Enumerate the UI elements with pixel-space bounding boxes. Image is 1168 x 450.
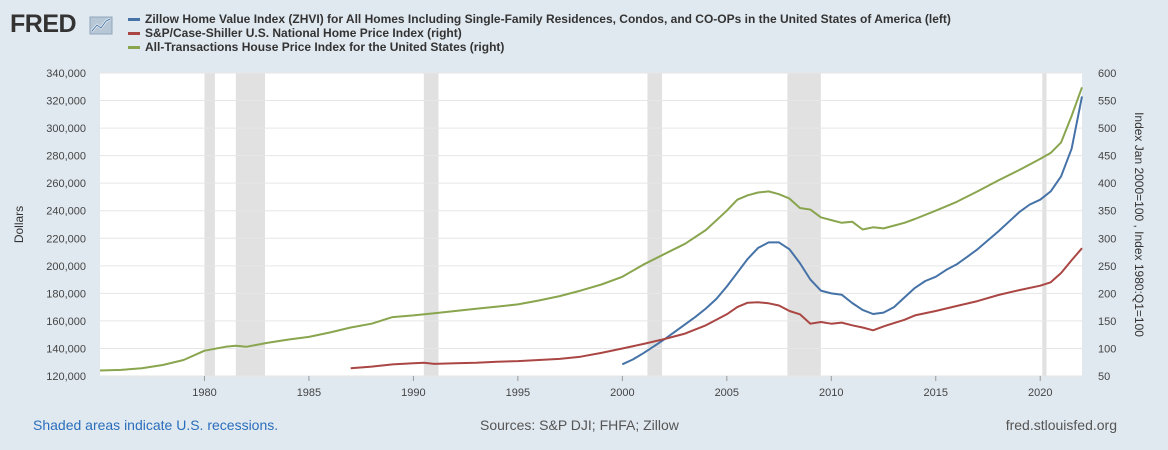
legend-swatch-zillow [128,18,140,21]
recession-band [787,73,821,376]
x-tick-label: 1980 [192,387,216,399]
y-right-tick-label: 500 [1098,123,1116,135]
legend-label-case-shiller: S&P/Case-Shiller U.S. National Home Pric… [145,26,462,40]
site-url[interactable]: fred.stlouisfed.org [1005,417,1117,433]
legend-swatch-fhfa [128,46,140,49]
legend-item-zillow[interactable]: Zillow Home Value Index (ZHVI) for All H… [128,12,951,26]
legend-item-case-shiller[interactable]: S&P/Case-Shiller U.S. National Home Pric… [128,26,951,40]
recession-note-link[interactable]: Shaded areas indicate U.S. recessions. [33,417,279,433]
fred-logo-text: FRED [10,10,76,38]
fred-logo[interactable]: FRED [10,8,120,38]
y-axis-right: 50 100 150 200 250 300 350 400 450 500 550 600 [1098,68,1116,383]
series-line-0 [621,96,1083,366]
x-tick-label: 2015 [924,387,948,399]
x-tick-label: 2010 [819,387,843,399]
recession-band [204,73,215,376]
y-left-tick-label: 160,000 [46,316,86,328]
y-axis-left-title: Dollars [12,206,26,243]
legend-label-zillow: Zillow Home Value Index (ZHVI) for All H… [145,12,951,26]
sources-text: Sources: S&P DJI; FHFA; Zillow [480,417,679,433]
x-tick-label: 2000 [610,387,634,399]
y-left-tick-label: 220,000 [46,233,86,245]
y-left-tick-label: 200,000 [46,261,86,273]
y-right-tick-label: 250 [1098,261,1116,273]
y-left-tick-label: 180,000 [46,288,86,300]
legend-label-fhfa: All-Transactions House Price Index for t… [145,40,505,54]
y-left-tick-label: 320,000 [46,96,86,108]
x-axis: 1980 1985 1990 1995 2000 2005 2010 2015 2020 [192,376,1052,399]
recession-band [423,73,439,376]
y-right-tick-label: 400 [1098,178,1116,190]
y-left-tick-label: 140,000 [46,343,86,355]
x-tick-label: 1985 [297,387,321,399]
y-left-tick-label: 280,000 [46,151,86,163]
y-left-tick-label: 340,000 [46,68,86,80]
fred-chart-icon [89,16,113,35]
x-tick-label: 1995 [506,387,530,399]
y-right-tick-label: 300 [1098,233,1116,245]
y-right-tick-label: 350 [1098,206,1116,218]
series-lines [99,86,1083,372]
y-left-tick-label: 260,000 [46,178,86,190]
legend: Zillow Home Value Index (ZHVI) for All H… [128,12,951,54]
plot-area [100,73,1082,376]
y-right-tick-label: 200 [1098,288,1116,300]
x-tick-label: 2020 [1028,387,1052,399]
recession-bands [204,73,1047,376]
y-axis-left: 120,000 140,000 160,000 180,000 200,000 220,0… [46,68,86,383]
recession-band [1042,73,1047,376]
y-right-tick-label: 150 [1098,316,1116,328]
y-left-tick-label: 300,000 [46,123,86,135]
y-right-tick-label: 600 [1098,68,1116,80]
y-left-tick-label: 120,000 [46,371,86,383]
legend-item-fhfa[interactable]: All-Transactions House Price Index for t… [128,40,951,54]
x-tick-label: 2005 [715,387,739,399]
y-right-tick-label: 100 [1098,343,1116,355]
series-line-2 [99,86,1083,372]
grid [100,72,1082,377]
legend-swatch-case-shiller [128,32,140,35]
x-tick-label: 1990 [401,387,425,399]
y-right-tick-label: 450 [1098,151,1116,163]
y-right-tick-label: 50 [1098,371,1110,383]
y-left-tick-label: 240,000 [46,206,86,218]
recession-band [235,73,266,376]
y-right-tick-label: 550 [1098,96,1116,108]
recession-band [647,73,663,376]
series-line-1 [350,247,1083,370]
y-axis-right-title: Index Jan 2000=100 , Index 1980:Q1=100 [1132,112,1146,337]
